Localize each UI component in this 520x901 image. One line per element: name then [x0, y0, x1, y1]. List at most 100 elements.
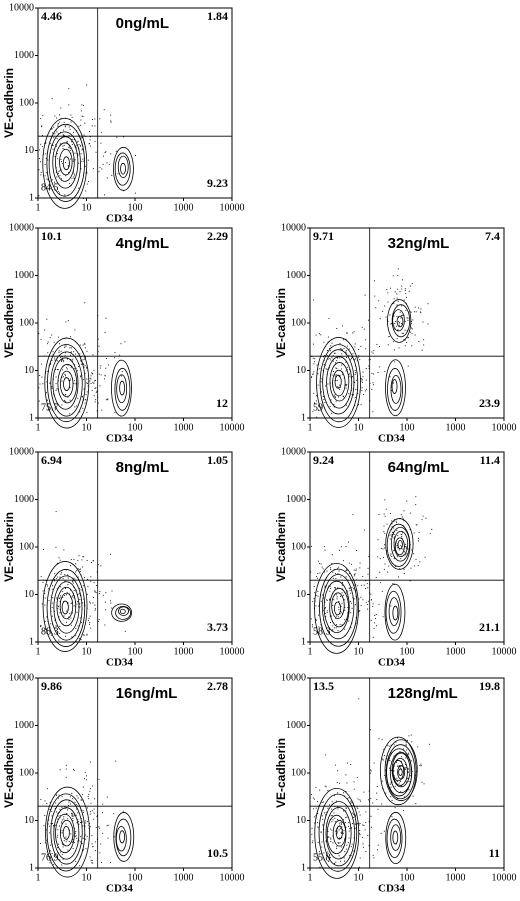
event-dot [54, 181, 56, 183]
event-dot [416, 524, 418, 526]
event-dot [405, 781, 407, 783]
event-dot [75, 814, 77, 816]
event-dot [69, 379, 71, 381]
event-dot [96, 815, 98, 817]
event-dot [80, 568, 82, 570]
event-dot [378, 366, 380, 368]
event-dot [332, 835, 334, 837]
event-dot [64, 594, 66, 596]
event-dot [70, 336, 72, 338]
event-dot [64, 345, 66, 347]
event-dot [405, 742, 407, 744]
contour [332, 369, 346, 397]
event-dot [324, 608, 326, 610]
event-dot [89, 790, 91, 792]
event-dot [59, 170, 61, 172]
event-dot [311, 833, 313, 835]
contour [392, 309, 405, 332]
event-dot [111, 590, 113, 592]
event-dot [87, 159, 89, 161]
event-dot [84, 165, 86, 167]
event-dot [346, 332, 348, 334]
event-dot [101, 168, 103, 170]
y-tick-label: 1 [29, 412, 34, 423]
y-tick-label: 1 [29, 636, 34, 647]
event-dot [73, 590, 75, 592]
event-dot [314, 592, 316, 594]
event-dot [52, 597, 54, 599]
event-dot [101, 409, 103, 411]
event-dot [370, 769, 372, 771]
event-dot [77, 601, 79, 603]
event-dot [331, 814, 333, 816]
event-dot [323, 364, 325, 366]
quadrant-value: 9.71 [313, 229, 334, 243]
event-dot [51, 615, 53, 617]
event-dot [374, 615, 376, 617]
event-dot [57, 797, 59, 799]
event-dot [317, 801, 319, 803]
event-dot [90, 375, 92, 377]
x-tick-label: 1000 [174, 872, 194, 883]
y-tick-label: 1000 [14, 720, 34, 731]
event-dot [411, 328, 413, 330]
event-dot [72, 820, 74, 822]
event-dot [391, 533, 393, 535]
event-dot [68, 619, 70, 621]
event-dot [404, 321, 406, 323]
event-dot [315, 786, 317, 788]
contour [119, 830, 126, 844]
event-dot [361, 390, 363, 392]
event-dot [397, 547, 399, 549]
event-dot [410, 323, 412, 325]
event-dot [396, 297, 398, 299]
event-dot [70, 559, 72, 561]
event-dot [72, 582, 74, 584]
event-dot [49, 336, 51, 338]
event-dot [357, 585, 359, 587]
event-dot [95, 387, 97, 389]
event-dot [376, 343, 378, 345]
event-dot [93, 597, 95, 599]
event-dot [335, 374, 337, 376]
event-dot [38, 400, 40, 402]
event-dot [392, 275, 394, 277]
event-dot [421, 519, 423, 521]
event-dot [368, 359, 370, 361]
event-dot [381, 739, 383, 741]
contour [390, 824, 402, 851]
quadrant-value: 3.73 [207, 620, 228, 634]
event-dot [56, 360, 58, 362]
event-dot [371, 351, 373, 353]
event-dot [89, 615, 91, 617]
contour [387, 368, 403, 411]
event-dot [66, 813, 68, 815]
event-dot [67, 849, 69, 851]
event-dot [60, 586, 62, 588]
event-dot [61, 832, 63, 834]
event-dot [72, 131, 74, 133]
event-dot [314, 358, 316, 360]
event-dot [41, 376, 43, 378]
event-dot [68, 147, 70, 149]
event-dot [56, 597, 58, 599]
event-dot [348, 797, 350, 799]
event-dot [89, 622, 91, 624]
event-dot [64, 346, 66, 348]
event-dot [120, 375, 122, 377]
event-dot [354, 373, 356, 375]
event-dot [403, 510, 405, 512]
event-dot [343, 348, 345, 350]
event-dot [100, 142, 102, 144]
contour [334, 374, 342, 389]
event-dot [350, 802, 352, 804]
event-dot [88, 798, 90, 800]
event-dot [397, 288, 399, 290]
event-dot [95, 391, 97, 393]
event-dot [65, 345, 67, 347]
event-dot [321, 378, 323, 380]
event-dot [336, 357, 338, 359]
event-dot [362, 846, 364, 848]
event-dot [418, 307, 420, 309]
event-dot [358, 832, 360, 834]
